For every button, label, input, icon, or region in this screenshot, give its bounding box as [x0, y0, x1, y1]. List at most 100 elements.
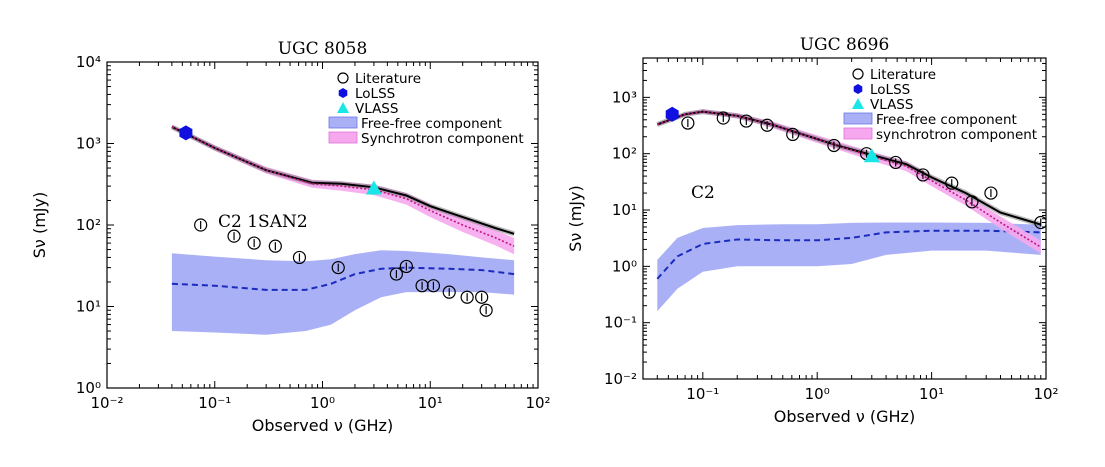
- literature-marker: [399, 259, 413, 274]
- legend-synchrotron-swatch: [328, 131, 358, 144]
- literature-marker: [889, 155, 903, 170]
- plot-area: [170, 124, 515, 335]
- chart-title: UGC 8696: [800, 35, 890, 55]
- panel-1: 10⁻² 10⁻¹ 10⁰ 10¹ 10² 10⁰ 10¹ 10² 10³ 10⁴ UGC 8058…: [30, 39, 551, 435]
- chart-title: UGC 8058: [278, 39, 368, 59]
- literature-point: [889, 155, 903, 170]
- y-tick-label: 10¹: [76, 298, 101, 316]
- literature-marker: [194, 218, 208, 232]
- literature-marker: [389, 267, 403, 281]
- plot-area: [656, 106, 1046, 312]
- x-tick-label: 10⁻¹: [686, 385, 719, 403]
- legend-label: VLASS: [870, 97, 913, 113]
- x-tick-label: 10⁰: [805, 385, 830, 403]
- legend-lolss-swatch: [338, 88, 348, 98]
- literature-point: [965, 195, 979, 209]
- vlass-marker: [863, 148, 880, 163]
- literature-marker: [247, 236, 261, 250]
- freefree-line: [171, 266, 515, 291]
- literature-point: [475, 290, 489, 304]
- total-fit-line: [656, 110, 1042, 226]
- literature-marker: [716, 111, 730, 125]
- y-tick-label: 10¹: [612, 201, 637, 219]
- panel-2: 10⁻¹ 10⁰ 10¹ 10² 10⁻² 10⁻¹ 10⁰ 10¹ 10² 10³ UGC 869…: [566, 35, 1059, 426]
- y-tick-label: 10⁰: [76, 379, 101, 397]
- legend-label: Synchrotron component: [361, 131, 524, 147]
- lolss-marker: [665, 106, 679, 122]
- x-tick-label: 10²: [1033, 385, 1058, 403]
- literature-point: [389, 267, 403, 281]
- legend-vlass-swatch: [337, 102, 349, 113]
- legend-vlass-swatch: [852, 98, 864, 109]
- literature-point: [331, 261, 345, 275]
- literature-marker: [442, 285, 456, 299]
- literature-marker: [827, 138, 841, 153]
- literature-point: [739, 114, 753, 128]
- literature-point: [292, 250, 307, 265]
- lolss-marker: [179, 125, 193, 141]
- freefree-band: [171, 250, 515, 335]
- legend-freefree-swatch: [328, 116, 358, 129]
- y-tick-label: 10⁻¹: [604, 314, 637, 332]
- x-axis-label: Observed ν (GHz): [252, 416, 393, 435]
- x-tick-label: 10²: [525, 394, 550, 412]
- literature-marker: [681, 116, 695, 130]
- literature-marker: [426, 279, 441, 293]
- y-tick-label: 10²: [612, 145, 637, 163]
- legend-label: VLASS: [355, 101, 398, 117]
- legend-label: Literature: [355, 71, 421, 87]
- literature-marker: [945, 176, 959, 190]
- literature-marker: [331, 261, 345, 275]
- literature-point: [760, 118, 774, 132]
- literature-marker: [760, 118, 774, 132]
- literature-point: [984, 186, 998, 200]
- literature-point: [916, 168, 930, 182]
- literature-point: [415, 279, 429, 293]
- literature-marker: [292, 250, 307, 265]
- panel-annotation: C2 1SAN2: [218, 212, 308, 232]
- legend-literature-swatch: [337, 72, 349, 84]
- literature-point: [827, 138, 841, 153]
- legend-label: Free-free component: [361, 116, 502, 132]
- literature-marker: [916, 168, 930, 182]
- legend-label: synchrotron component: [876, 127, 1037, 143]
- legend-lolss-swatch: [853, 84, 863, 94]
- freefree-band: [657, 222, 1041, 312]
- x-tick-label: 10¹: [919, 385, 944, 403]
- x-tick-label: 10⁻²: [90, 394, 123, 412]
- literature-marker: [965, 195, 979, 209]
- vlass-marker: [365, 180, 382, 195]
- literature-marker: [475, 290, 489, 304]
- literature-marker: [786, 127, 800, 142]
- legend-label: LoLSS: [870, 82, 910, 98]
- legend-synchrotron-swatch: [843, 127, 873, 140]
- legend-literature-swatch: [852, 68, 864, 80]
- x-tick-label: 10⁰: [310, 394, 335, 412]
- y-tick-label: 10⁻²: [604, 370, 637, 388]
- x-tick-label: 10¹: [418, 394, 443, 412]
- legend-label: Free-free component: [876, 112, 1017, 128]
- literature-point: [1034, 215, 1046, 230]
- literature-point: [786, 127, 800, 142]
- literature-point: [479, 303, 493, 317]
- literature-point: [460, 290, 474, 304]
- y-axis-label: Sν (mJy): [566, 185, 585, 251]
- y-tick-label: 10²: [76, 216, 101, 234]
- literature-point: [268, 239, 282, 253]
- literature-marker: [984, 186, 998, 200]
- legend-label: LoLSS: [355, 86, 395, 102]
- y-tick-label: 10⁰: [612, 257, 637, 275]
- legend-label: Literature: [870, 67, 936, 83]
- literature-point: [247, 236, 261, 250]
- literature-point: [681, 116, 695, 130]
- literature-marker: [739, 114, 753, 128]
- x-axis-label: Observed ν (GHz): [774, 407, 915, 426]
- freefree-line: [656, 229, 1041, 280]
- y-tick-label: 10³: [76, 135, 101, 153]
- literature-marker: [268, 239, 282, 253]
- panel-annotation: C2: [691, 183, 715, 203]
- literature-marker: [227, 229, 241, 243]
